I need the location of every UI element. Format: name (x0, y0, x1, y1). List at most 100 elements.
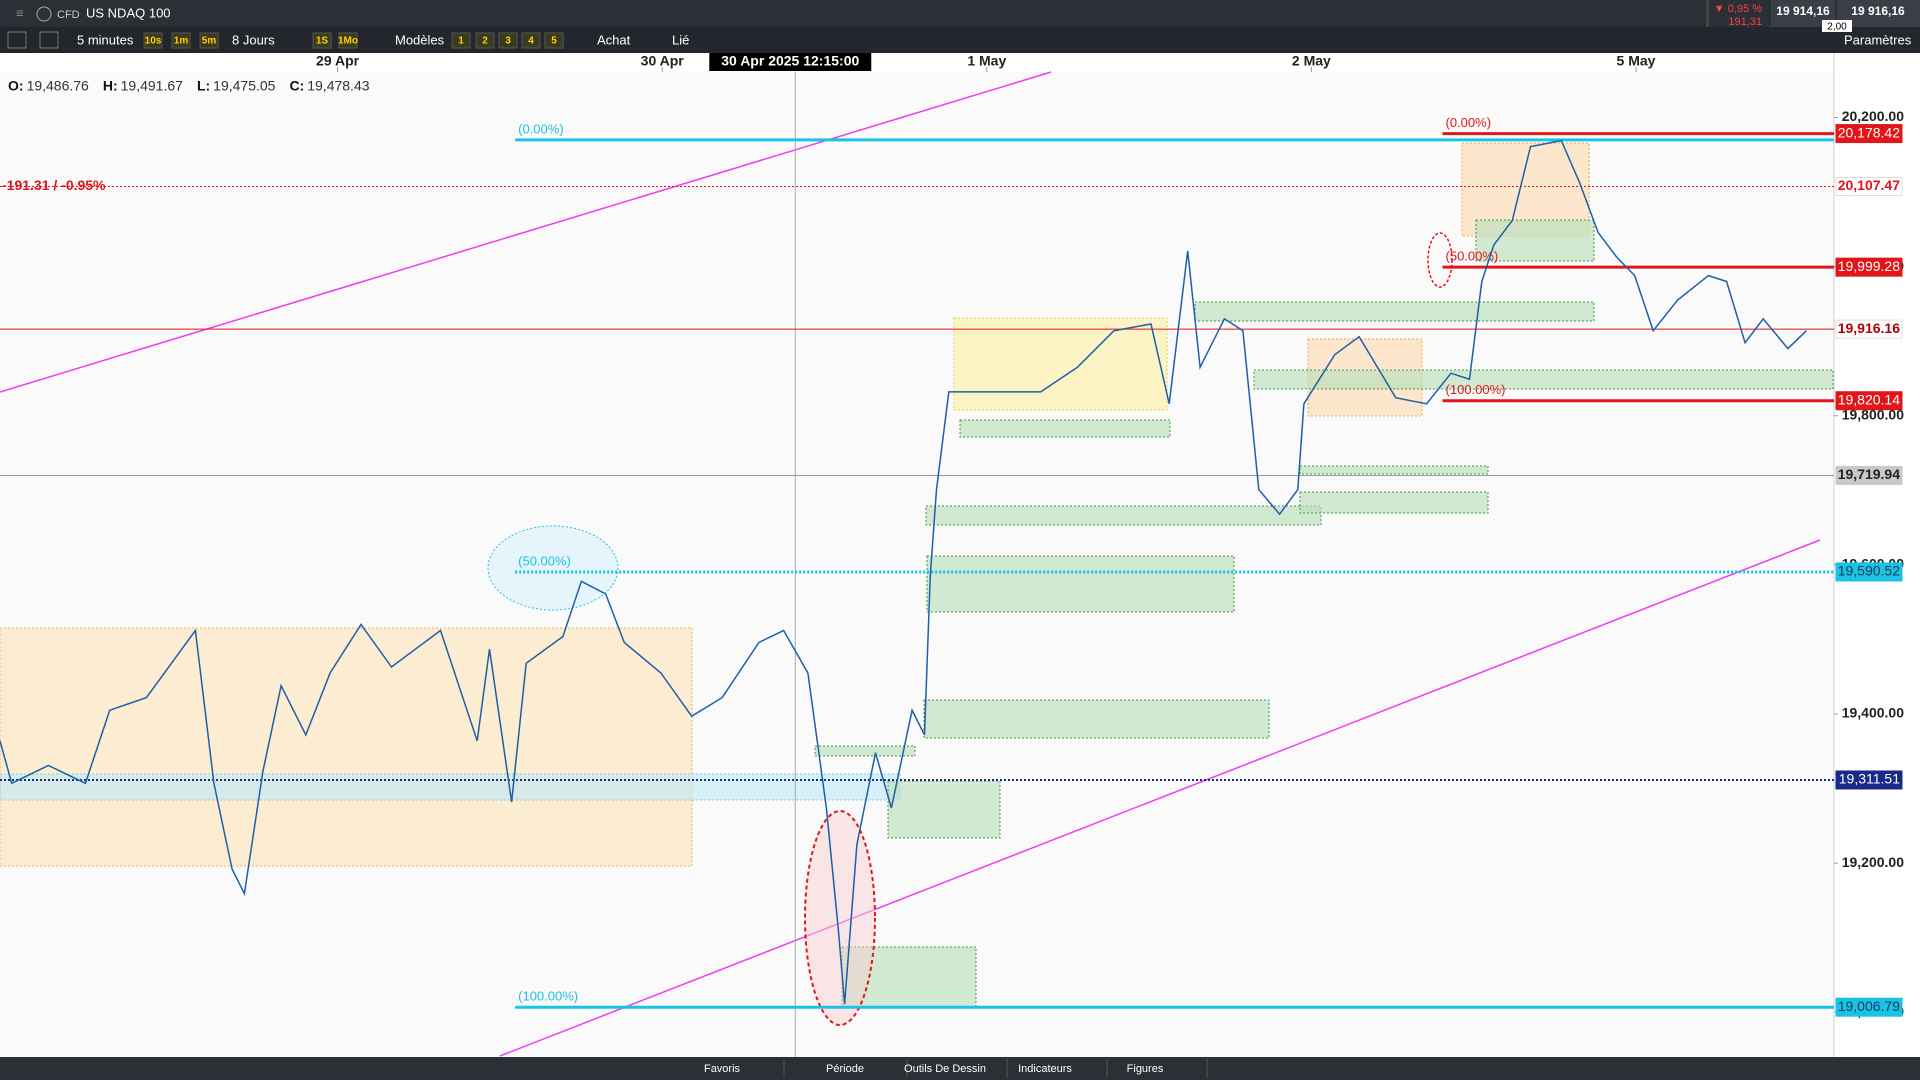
price-level-label: 19,719.94 (1838, 466, 1900, 482)
chip-label[interactable]: 1 (458, 36, 464, 47)
top-bar (0, 0, 1920, 27)
x-tick-label: 2 May (1292, 53, 1331, 69)
range[interactable]: 8 Jours (232, 32, 275, 47)
chip[interactable] (143, 32, 163, 49)
settings-button[interactable]: Paramètres (1844, 32, 1912, 47)
currency-icon (36, 6, 52, 22)
zone (0, 773, 901, 801)
chip-label[interactable]: 4 (528, 36, 534, 47)
price-level-box (1835, 176, 1903, 196)
fib-label: (50.00%) (518, 553, 571, 568)
chip[interactable] (338, 32, 358, 49)
chip[interactable] (475, 32, 495, 49)
crosshair-label: 30 Apr 2025 12:15:00 (721, 53, 859, 69)
toggle[interactable] (7, 31, 27, 49)
bottom-tab[interactable]: Outils De Dessin (904, 1063, 986, 1075)
menu-icon[interactable]: ≡ (16, 5, 24, 20)
fib-label: (100.00%) (1446, 382, 1506, 397)
zone (926, 555, 1235, 613)
zone (0, 627, 693, 867)
date-row (0, 53, 1834, 72)
x-tick-label: 5 May (1617, 53, 1656, 69)
ohlc-value: 19,478.43 (307, 78, 369, 94)
chip-label[interactable]: 5 (551, 36, 557, 47)
bottom-bar (0, 1057, 1920, 1080)
ohlc-key: C: (289, 78, 304, 94)
price-level-label: 19,820.14 (1838, 391, 1900, 407)
fib-label: (50.00%) (1446, 249, 1499, 264)
interval[interactable]: 5 minutes (77, 32, 134, 47)
chip-label[interactable]: 1Mo (338, 36, 358, 47)
price-level-label: 19,006.79 (1838, 998, 1900, 1014)
bottom-tab[interactable]: Indicateurs (1018, 1063, 1072, 1075)
zone (887, 780, 1001, 839)
bid-price[interactable]: 19 914,16 (1776, 4, 1830, 18)
chip-label[interactable]: 10s (145, 36, 162, 47)
y-tick-label: 19,200.00 (1842, 854, 1904, 870)
divider (1706, 0, 1709, 27)
y-tick-label: 19,400.00 (1842, 705, 1904, 721)
x-tick-label: 29 Apr (316, 53, 360, 69)
zones (0, 142, 1834, 1009)
price-level-box (1835, 124, 1903, 144)
price-level-label: 20,178.42 (1838, 124, 1900, 140)
highlight-ellipse (487, 525, 619, 611)
change-pct: ▼ 0,95 % (1714, 3, 1762, 15)
chip[interactable] (199, 32, 219, 49)
x-tick-label: 1 May (967, 53, 1006, 69)
ohlc-tooltip: O: 19,486.76 H: 19,491.67 L: 19,475.05 C: 19,47… (8, 78, 370, 94)
buy-button[interactable]: Achat (597, 32, 631, 47)
controls: 5 minutes 8 Jours Modèles Achat Lié Para… (7, 31, 1912, 49)
zone (1194, 301, 1595, 322)
zone (1299, 491, 1489, 514)
price-level-label: 19,999.28 (1838, 258, 1900, 274)
ohlc-value: 19,475.05 (213, 78, 275, 94)
bottom-tab[interactable]: Favoris (704, 1063, 741, 1075)
control-bar (0, 27, 1920, 53)
ohlc-key: L: (197, 78, 210, 94)
chip[interactable] (451, 32, 471, 49)
chip[interactable] (498, 32, 518, 49)
crosshair-label-bg (709, 53, 872, 71)
highlight-ellipse (1427, 232, 1453, 288)
bottom-tab[interactable]: Figures (1127, 1063, 1164, 1075)
price-level-label: 19,311.51 (1839, 771, 1900, 787)
ohlc-key: H: (103, 78, 118, 94)
chip[interactable] (171, 32, 191, 49)
zone (1475, 219, 1595, 262)
chip-label[interactable]: 1m (174, 36, 189, 47)
layout-button[interactable] (39, 31, 59, 49)
ohlc-value: 19,486.76 (27, 78, 89, 94)
fib-label: (0.00%) (518, 121, 564, 136)
price-level-box (1835, 465, 1903, 485)
change-abs: 191,31 (1728, 16, 1762, 28)
trend-line (0, 71, 1052, 393)
trend-line (499, 539, 1821, 1057)
chip-label[interactable]: 3 (505, 36, 511, 47)
zone (953, 317, 1168, 411)
chip[interactable] (521, 32, 541, 49)
instrument-type: CFD (57, 9, 80, 21)
chip-label[interactable]: 1S (316, 36, 329, 47)
y-tick-label: 19,800.00 (1842, 406, 1904, 422)
link-button[interactable]: Lié (672, 32, 689, 47)
chip[interactable] (544, 32, 564, 49)
price-level-box (1835, 770, 1903, 790)
chip-label[interactable]: 5m (202, 36, 217, 47)
price-level-box (1835, 319, 1903, 339)
chip[interactable] (312, 32, 332, 49)
ask-price[interactable]: 19 916,16 (1851, 4, 1905, 18)
price-level-label: 20,107.47 (1838, 177, 1900, 193)
bottom-tab[interactable]: Période (826, 1063, 864, 1075)
instrument-name[interactable]: US NDAQ 100 (86, 5, 171, 20)
templates[interactable]: Modèles (395, 32, 445, 47)
price-level-box (1835, 391, 1903, 411)
change-label: -191.31 / -0.95% (2, 177, 106, 193)
x-tick-label: 30 Apr (641, 53, 685, 69)
price-axis (1834, 53, 1920, 1057)
chip-label[interactable]: 2 (482, 36, 488, 47)
fib-label: (100.00%) (518, 989, 578, 1004)
highlight-ellipse (804, 810, 876, 1026)
